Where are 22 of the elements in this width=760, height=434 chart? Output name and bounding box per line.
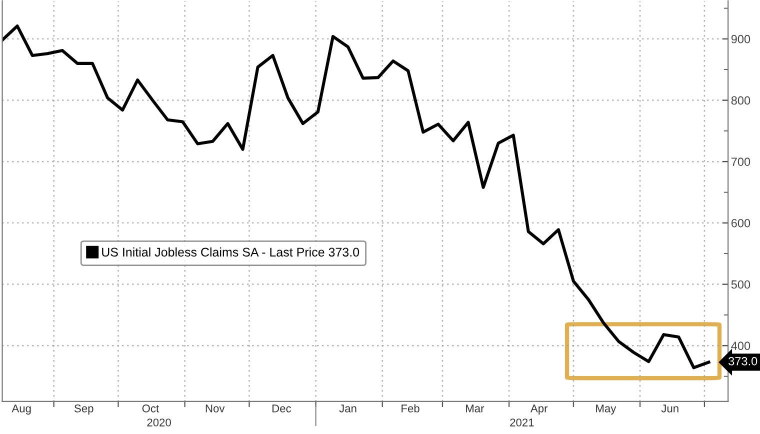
x-tick-label: Apr: [530, 404, 548, 415]
x-tick-label: Jan: [339, 404, 356, 412]
x-tick-label: Feb: [402, 404, 420, 412]
x-tick-label: Sep: [74, 404, 94, 415]
legend-label: US Initial Jobless Claims SA - Last Price 373.0: [102, 247, 360, 257]
y-tick-label: 600: [731, 218, 750, 228]
y-tick-label: 900: [731, 34, 750, 44]
line-series: [2, 24, 710, 370]
x-tick-label: Dec: [272, 404, 292, 412]
y-tick-label: 800: [731, 96, 750, 105]
y-tick-label: 500: [731, 280, 750, 289]
y-tick-label: 400: [731, 342, 750, 350]
x-tick-label: May: [596, 404, 616, 415]
x-tick-label: Nov: [206, 404, 225, 412]
annotation: 373.0: [728, 357, 758, 366]
y-tick-label: 700: [731, 158, 750, 166]
x-tick-label: Oct: [142, 404, 160, 412]
x-tick-label: Aug: [12, 404, 31, 415]
text: 2020: [147, 418, 171, 426]
text: 2021: [510, 418, 534, 426]
x-tick-label: Mar: [466, 404, 484, 412]
x-tick-label: Jun: [661, 404, 678, 412]
